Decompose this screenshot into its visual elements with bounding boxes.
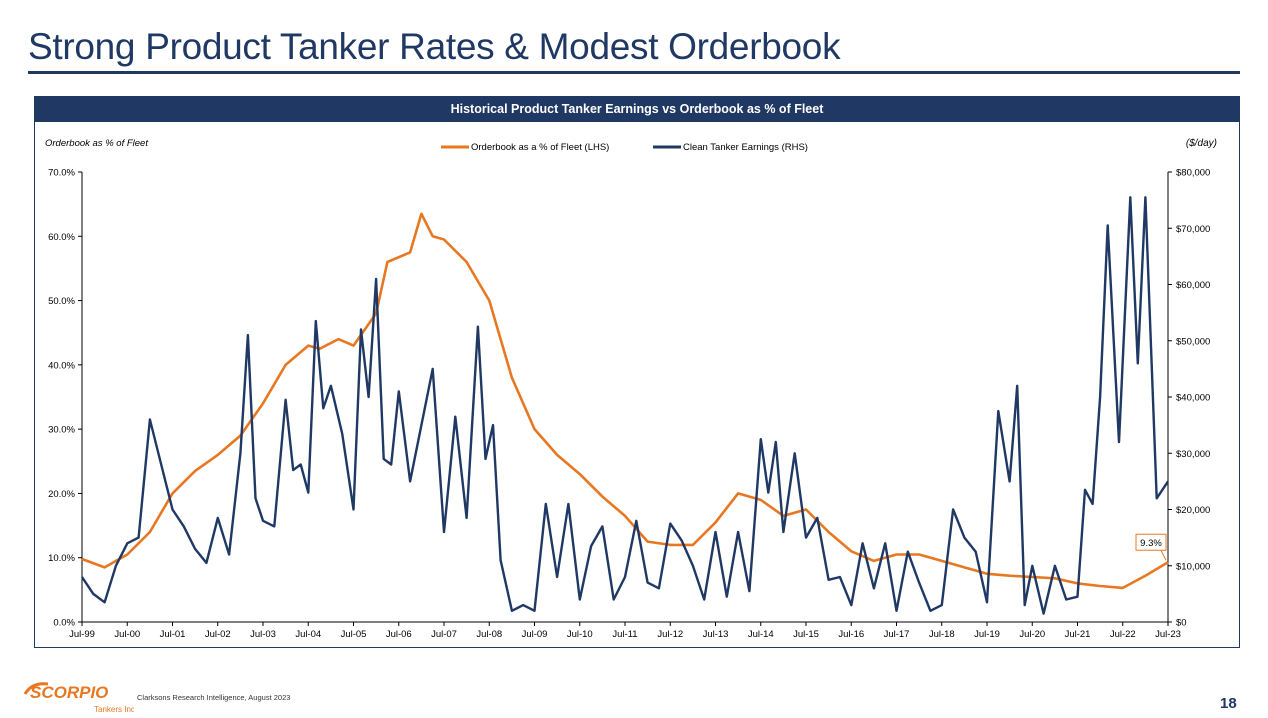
left-tick-label: 20.0% [48, 489, 75, 500]
left-tick-label: 10.0% [48, 553, 75, 564]
x-tick-label: Jul-04 [295, 629, 321, 640]
x-tick-label: Jul-17 [884, 629, 910, 640]
svg-text:SCORPIO: SCORPIO [30, 683, 108, 702]
x-tick-label: Jul-18 [929, 629, 955, 640]
x-tick-label: Jul-23 [1155, 629, 1181, 640]
left-tick-label: 30.0% [48, 425, 75, 436]
right-tick-label: $70,000 [1176, 224, 1210, 235]
right-tick-label: $30,000 [1176, 449, 1210, 460]
left-tick-label: 40.0% [48, 360, 75, 371]
x-tick-label: Jul-14 [748, 629, 774, 640]
footer-source: Clarksons Research Intelligence, August … [137, 693, 291, 702]
x-tick-label: Jul-00 [114, 629, 140, 640]
x-tick-label: Jul-09 [522, 629, 548, 640]
legend-label-orderbook: Orderbook as a % of Fleet (LHS) [471, 142, 609, 153]
right-tick-label: $80,000 [1176, 168, 1210, 179]
left-axis-title: Orderbook as % of Fleet [45, 138, 148, 149]
x-tick-label: Jul-22 [1110, 629, 1136, 640]
page-number: 18 [1220, 695, 1237, 712]
x-tick-label: Jul-02 [205, 629, 231, 640]
x-tick-label: Jul-12 [657, 629, 683, 640]
x-tick-label: Jul-10 [567, 629, 593, 640]
svg-text:Tankers Inc.: Tankers Inc. [94, 705, 134, 714]
x-tick-label: Jul-13 [703, 629, 729, 640]
right-tick-label: $20,000 [1176, 505, 1210, 516]
right-tick-label: $60,000 [1176, 280, 1210, 291]
x-tick-label: Jul-05 [341, 629, 367, 640]
x-tick-label: Jul-99 [69, 629, 95, 640]
x-tick-label: Jul-01 [160, 629, 186, 640]
chart-canvas: Orderbook as % of Fleet ($/day) Orderbook … [45, 138, 1217, 640]
right-tick-label: $0 [1176, 618, 1187, 629]
annotation-leader [1160, 549, 1167, 561]
x-tick-label: Jul-16 [838, 629, 864, 640]
left-tick-label: 60.0% [48, 232, 75, 243]
right-tick-label: $50,000 [1176, 336, 1210, 347]
left-tick-label: 50.0% [48, 296, 75, 307]
page-title: Strong Product Tanker Rates & Modest Ord… [28, 26, 841, 67]
chart-title: Historical Product Tanker Earnings vs Or… [35, 97, 1239, 122]
x-tick-label: Jul-06 [386, 629, 412, 640]
x-tick-label: Jul-03 [250, 629, 276, 640]
legend-label-earnings: Clean Tanker Earnings (RHS) [683, 142, 808, 153]
title-underline [28, 71, 1240, 74]
x-tick-label: Jul-15 [793, 629, 819, 640]
annotation-box [1135, 533, 1167, 551]
x-tick-label: Jul-20 [1019, 629, 1045, 640]
x-tick-label: Jul-07 [431, 629, 457, 640]
left-tick-label: 0.0% [53, 618, 75, 629]
right-tick-label: $40,000 [1176, 393, 1210, 404]
x-tick-label: Jul-19 [974, 629, 1000, 640]
x-tick-label: Jul-11 [612, 629, 637, 640]
x-tick-label: Jul-08 [476, 629, 502, 640]
right-tick-label: $10,000 [1176, 561, 1210, 572]
right-axis-title: ($/day) [1186, 138, 1217, 149]
scorpio-logo-icon: SCORPIO Tankers Inc. [23, 682, 134, 714]
left-tick-label: 70.0% [48, 168, 75, 179]
x-tick-label: Jul-21 [1065, 629, 1091, 640]
earnings-line [81, 196, 1169, 615]
orderbook-line [81, 212, 1169, 590]
chart-panel: Historical Product Tanker Earnings vs Or… [34, 96, 1240, 648]
annotation-label: 9.3% [1140, 538, 1162, 549]
